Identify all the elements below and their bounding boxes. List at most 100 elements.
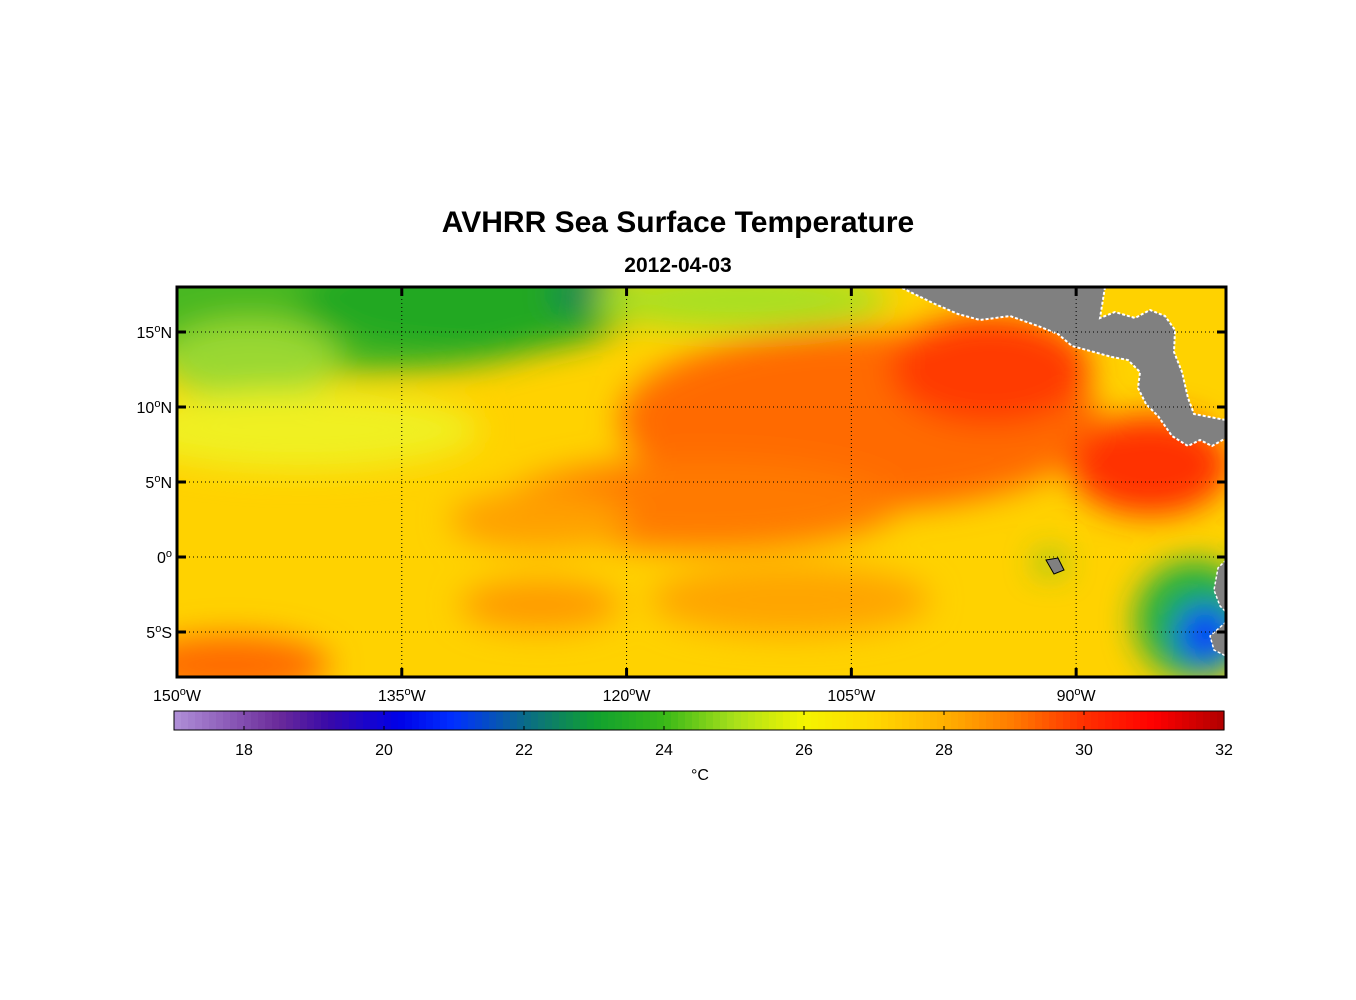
colorbar-segment: [776, 711, 784, 730]
colorbar-segment: [1154, 711, 1162, 730]
colorbar-segment: [447, 711, 455, 730]
colorbar-segment: [1077, 711, 1085, 730]
colorbar-segment: [174, 711, 182, 730]
colorbar-segment: [1056, 711, 1064, 730]
colorbar-segment: [678, 711, 686, 730]
colorbar-tick-label: 26: [795, 742, 813, 759]
colorbar-segment: [188, 711, 196, 730]
colorbar-segment: [524, 711, 532, 730]
colorbar-segment: [349, 711, 357, 730]
lon-tick-label: 105oW: [827, 686, 876, 705]
colorbar-segment: [370, 711, 378, 730]
colorbar-segment: [419, 711, 427, 730]
colorbar-frame: [173, 710, 1225, 731]
colorbar-segment: [461, 711, 469, 730]
lat-tick-label: 5oS: [146, 623, 172, 642]
colorbar-segment: [363, 711, 371, 730]
colorbar-tick-label: 30: [1075, 742, 1093, 759]
colorbar-segment: [356, 711, 364, 730]
colorbar-segment: [1217, 711, 1225, 730]
colorbar-segment: [1175, 711, 1183, 730]
colorbar-segment: [846, 711, 854, 730]
colorbar-segment: [1133, 711, 1141, 730]
graticule: [176, 287, 1226, 677]
colorbar-segment: [181, 711, 189, 730]
colorbar-segment: [1063, 711, 1071, 730]
colorbar-segment: [531, 711, 539, 730]
colorbar-segment: [1105, 711, 1113, 730]
colorbar-segment: [951, 711, 959, 730]
colorbar-segment: [811, 711, 819, 730]
colorbar-tick-label: 22: [515, 742, 533, 759]
colorbar-segment: [307, 711, 315, 730]
colorbar-segment: [230, 711, 238, 730]
colorbar-segment: [888, 711, 896, 730]
colorbar-segment: [692, 711, 700, 730]
colorbar-segment: [384, 711, 392, 730]
colorbar-segment: [1070, 711, 1078, 730]
lat-tick-label: 0o: [157, 548, 172, 567]
colorbar-segment: [258, 711, 266, 730]
colorbar-segment: [797, 711, 805, 730]
colorbar-segment: [412, 711, 420, 730]
colorbar-segment: [293, 711, 301, 730]
colorbar-segment: [1049, 711, 1057, 730]
lat-tick-label: 10oN: [137, 398, 172, 417]
colorbar-segment: [1007, 711, 1015, 730]
colorbar-segment: [748, 711, 756, 730]
lon-tick-label: 90oW: [1057, 686, 1097, 705]
chart-title: AVHRR Sea Surface Temperature: [441, 206, 915, 239]
colorbar-segment: [1035, 711, 1043, 730]
colorbar-segment: [1098, 711, 1106, 730]
lat-tick-label: 15oN: [137, 323, 172, 342]
colorbar-segment: [636, 711, 644, 730]
colorbar-segment: [909, 711, 917, 730]
colorbar-segment: [342, 711, 350, 730]
colorbar-segment: [265, 711, 273, 730]
colorbar-segment: [1168, 711, 1176, 730]
colorbar-segment: [552, 711, 560, 730]
colorbar-segment: [615, 711, 623, 730]
lon-tick-label: 120oW: [603, 686, 652, 705]
colorbar-segment: [1147, 711, 1155, 730]
colorbar-segment: [510, 711, 518, 730]
colorbar-segment: [216, 711, 224, 730]
colorbar-segment: [328, 711, 336, 730]
colorbar-segment: [489, 711, 497, 730]
colorbar-segment: [538, 711, 546, 730]
chart-date: 2012-04-03: [624, 254, 732, 277]
colorbar-segment: [972, 711, 980, 730]
colorbar-segment: [1126, 711, 1134, 730]
colorbar-segment: [503, 711, 511, 730]
colorbar-segment: [1161, 711, 1169, 730]
colorbar-segment: [1189, 711, 1197, 730]
colorbar-segment: [1140, 711, 1148, 730]
colorbar-segment: [251, 711, 259, 730]
colorbar-segment: [566, 711, 574, 730]
colorbar-segment: [482, 711, 490, 730]
colorbar-segment: [1014, 711, 1022, 730]
colorbar-tick-label: 18: [235, 742, 253, 759]
colorbar-segment: [895, 711, 903, 730]
colorbar-segment: [720, 711, 728, 730]
colorbar-segment: [965, 711, 973, 730]
colorbar-segment: [650, 711, 658, 730]
colorbar-segment: [629, 711, 637, 730]
colorbar-tick-label: 20: [375, 742, 393, 759]
colorbar-segment: [853, 711, 861, 730]
colorbar-segment: [881, 711, 889, 730]
colorbar-segment: [195, 711, 203, 730]
colorbar-segment: [713, 711, 721, 730]
colorbar-segment: [874, 711, 882, 730]
colorbar: 18 20 22 24 26 28 30 32: [173, 710, 1233, 759]
lon-tick-label: 135oW: [378, 686, 427, 705]
colorbar-segment: [818, 711, 826, 730]
colorbar-segment: [979, 711, 987, 730]
colorbar-segment: [608, 711, 616, 730]
colorbar-segment: [1210, 711, 1218, 730]
colorbar-segment: [391, 711, 399, 730]
colorbar-segment: [1112, 711, 1120, 730]
colorbar-segment: [657, 711, 665, 730]
colorbar-segment: [923, 711, 931, 730]
